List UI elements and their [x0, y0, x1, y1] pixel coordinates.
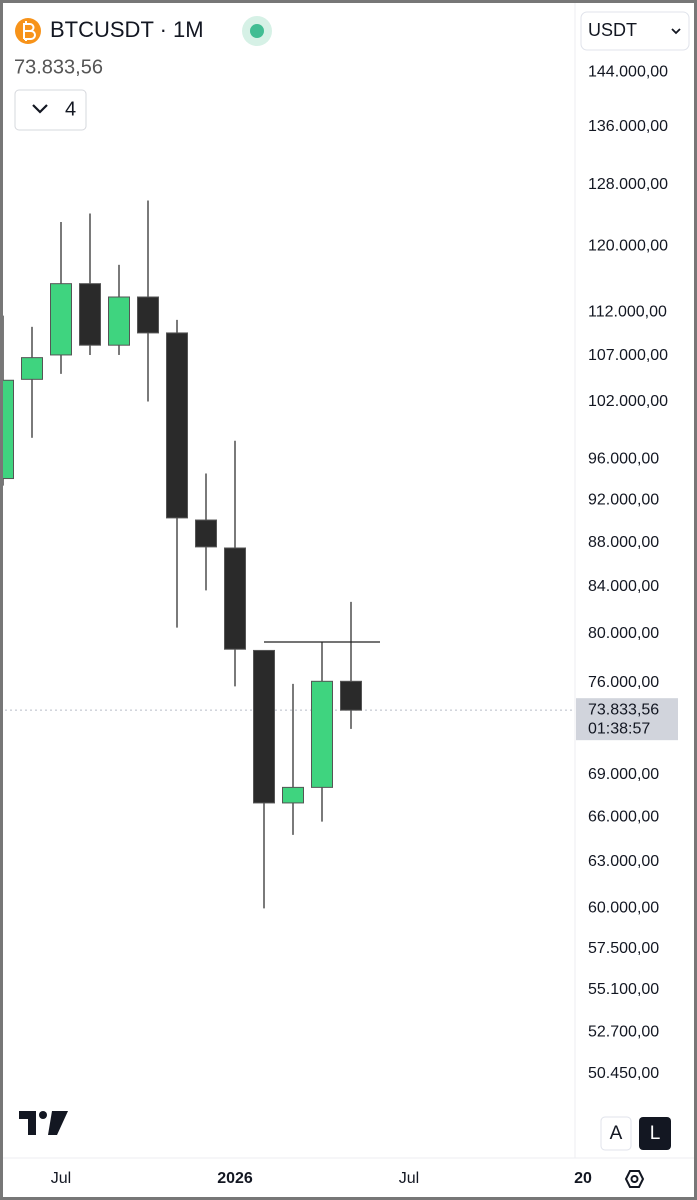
- x-tick-label: Jul: [399, 1170, 419, 1187]
- scale-button-label: A: [610, 1123, 623, 1144]
- candle-body: [166, 332, 188, 519]
- y-tick-label: 66.000,00: [588, 809, 659, 826]
- header-price: 73.833,56: [14, 56, 103, 78]
- log-scale-button[interactable]: L: [639, 1117, 671, 1150]
- candle-body: [224, 547, 246, 650]
- x-tick-label: 2026: [217, 1170, 253, 1187]
- candle-body: [50, 283, 72, 356]
- y-tick-label: 57.500,00: [588, 940, 659, 957]
- y-tick-label: 80.000,00: [588, 625, 659, 642]
- y-tick-label: 55.100,00: [588, 981, 659, 998]
- candle-body: [21, 357, 43, 380]
- y-tick-label: 76.000,00: [588, 674, 659, 691]
- countdown-label: 01:38:57: [588, 720, 650, 737]
- auto-scale-button[interactable]: A: [600, 1116, 632, 1151]
- x-tick-label: 20: [574, 1170, 592, 1187]
- scale-button-label: L: [650, 1123, 661, 1144]
- settings-button[interactable]: [624, 1170, 645, 1188]
- candle-body: [253, 649, 275, 804]
- y-tick-label: 136.000,00: [588, 118, 668, 135]
- currency-select[interactable]: USDT: [580, 11, 690, 51]
- y-tick-label: 112.000,00: [588, 303, 667, 320]
- y-tick-label: 50.450,00: [588, 1065, 659, 1082]
- y-tick-label: 84.000,00: [588, 578, 659, 595]
- y-tick-label: 88.000,00: [588, 534, 659, 551]
- axis-cover: [576, 1160, 694, 1198]
- y-tick-label: 60.000,00: [588, 900, 659, 917]
- currency-label: USDT: [588, 20, 637, 40]
- y-tick-label: 128.000,00: [588, 176, 668, 193]
- last-price-label: 73.833,56: [588, 701, 659, 718]
- y-tick-label: 69.000,00: [588, 766, 659, 783]
- y-tick-label: 96.000,00: [588, 451, 659, 468]
- candle-body: [137, 296, 159, 334]
- last-price-box: [576, 698, 678, 741]
- candle-body: [282, 786, 304, 804]
- y-tick-label: 102.000,00: [588, 393, 668, 410]
- y-tick-label: 120.000,00: [588, 238, 668, 255]
- price-axis: 144.000,00 136.000,00 128.000,00 120.000,00…: [588, 63, 668, 1082]
- symbol-icon: [15, 18, 41, 44]
- candle-body: [79, 283, 101, 346]
- y-tick-label: 92.000,00: [588, 491, 659, 508]
- y-tick-label: 52.700,00: [588, 1023, 659, 1040]
- tradingview-logo: [19, 1111, 68, 1135]
- candle-body: [3, 379, 14, 480]
- candle-body: [311, 680, 333, 788]
- plot-area: [3, 200, 575, 909]
- indicator-count: 4: [65, 98, 76, 120]
- x-tick-label: Jul: [51, 1170, 71, 1187]
- y-tick-label: 144.000,00: [588, 63, 668, 80]
- candle-body: [340, 680, 362, 711]
- indicators-toggle[interactable]: 4: [14, 89, 87, 131]
- symbol-title: BTCUSDT · 1M: [50, 17, 204, 42]
- y-tick-label: 63.000,00: [588, 853, 659, 870]
- candle-body: [195, 519, 217, 548]
- candle-body: [108, 296, 130, 346]
- status-dot: [250, 24, 264, 38]
- y-tick-label: 107.000,00: [588, 347, 668, 364]
